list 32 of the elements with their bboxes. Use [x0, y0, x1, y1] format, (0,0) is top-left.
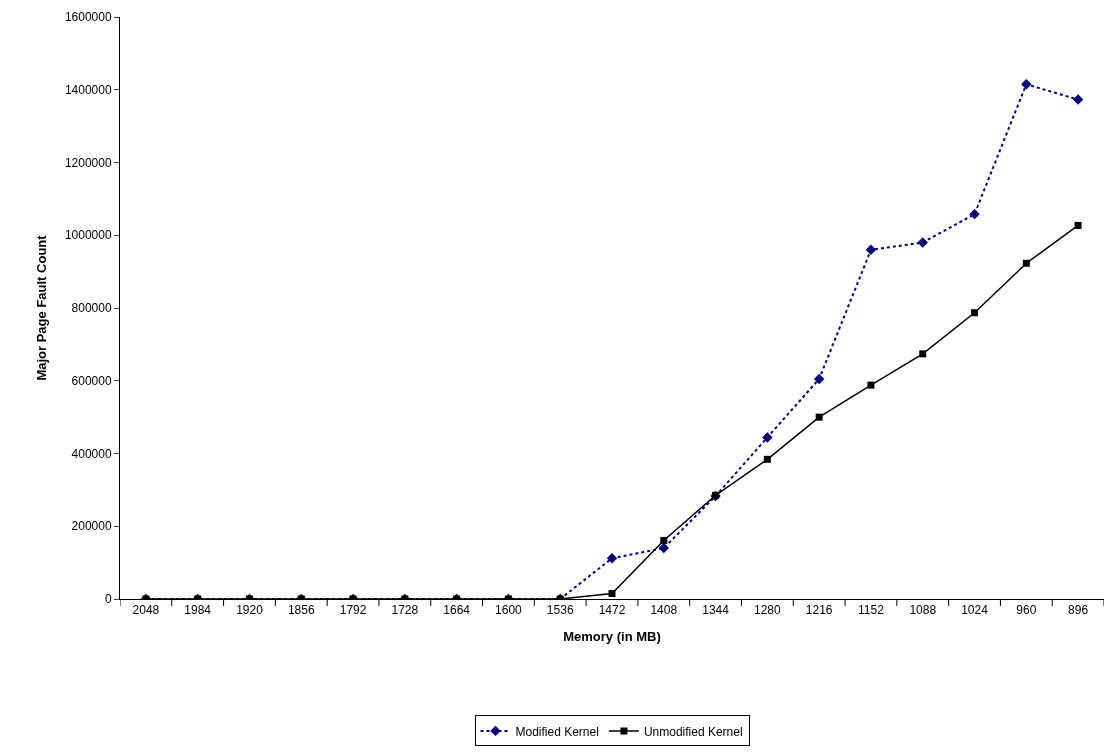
- legend-label: Modified Kernel: [515, 724, 599, 739]
- y-tick-label: 1200000: [64, 155, 112, 170]
- x-tick-label: 1984: [184, 603, 212, 618]
- y-tick-label: 800000: [71, 301, 112, 316]
- x-tick-label: 960: [1016, 603, 1037, 618]
- y-tick-label: 200000: [71, 519, 112, 534]
- y-tick-label: 1400000: [64, 82, 112, 97]
- y-tick-label: 1000000: [64, 228, 112, 243]
- x-tick-label: 1792: [339, 603, 367, 618]
- x-tick-label: 1600: [495, 603, 523, 618]
- x-tick-label: 2048: [132, 603, 160, 618]
- y-tick-label: 400000: [71, 446, 112, 461]
- x-tick-label: 1088: [909, 603, 937, 618]
- y-tick-label: 0: [104, 592, 112, 607]
- x-tick-label: 1472: [598, 603, 626, 618]
- y-tick-label: 600000: [71, 373, 112, 388]
- x-tick-label: 1152: [858, 603, 885, 618]
- x-tick-label: 1344: [702, 603, 730, 618]
- x-tick-label: 1536: [546, 603, 574, 618]
- y-axis-title: Major Page Fault Count: [33, 234, 49, 381]
- x-tick-label: 1216: [805, 603, 833, 618]
- x-tick-label: 896: [1068, 603, 1089, 618]
- x-tick-label: 1856: [287, 603, 315, 618]
- x-tick-label: 1408: [650, 603, 678, 618]
- y-tick-label: 1600000: [64, 10, 112, 25]
- x-axis-title: Memory (in MB): [563, 629, 661, 644]
- x-tick-label: 1728: [391, 603, 419, 618]
- x-tick-label: 1664: [443, 603, 471, 618]
- x-tick-label: 1024: [961, 603, 989, 618]
- x-tick-label: 1280: [754, 603, 782, 618]
- legend-label: Unmodified Kernel: [643, 724, 743, 739]
- x-tick-label: 1920: [236, 603, 264, 618]
